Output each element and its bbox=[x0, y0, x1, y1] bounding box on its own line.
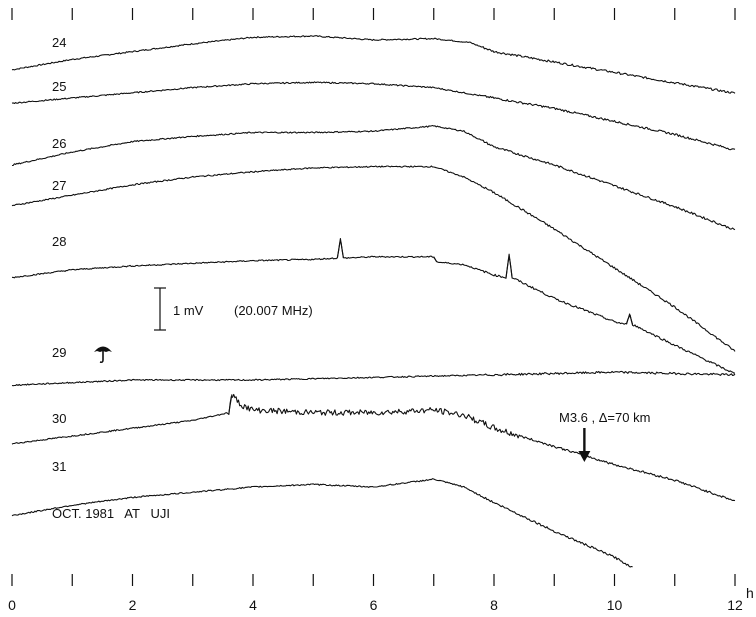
trace-27 bbox=[11, 165, 736, 352]
trace-label-25: 25 bbox=[52, 79, 66, 94]
trace-label-24: 24 bbox=[52, 35, 66, 50]
trace-label-31: 31 bbox=[52, 459, 66, 474]
scale-bar-frequency: (20.007 MHz) bbox=[234, 303, 313, 318]
trace-25 bbox=[11, 81, 736, 151]
x-tick-labels: 0 2 4 6 8 10 12 bbox=[8, 597, 743, 613]
x-tick-label-4: 8 bbox=[490, 597, 498, 613]
bottom-tick-marks bbox=[11, 574, 736, 586]
scale-bar-label: 1 mV bbox=[173, 303, 204, 318]
trace-26 bbox=[11, 124, 736, 231]
scale-bar: 1 mV (20.007 MHz) bbox=[154, 287, 313, 331]
trace-28 bbox=[11, 241, 735, 374]
traces bbox=[11, 35, 736, 568]
x-tick-label-1: 2 bbox=[129, 597, 137, 613]
trace-24 bbox=[11, 35, 736, 94]
trace-31 bbox=[11, 478, 633, 568]
trace-label-26: 26 bbox=[52, 136, 66, 151]
trace-29 bbox=[11, 370, 736, 387]
trace-label-27: 27 bbox=[52, 178, 66, 193]
x-tick-label-2: 4 bbox=[249, 597, 257, 613]
x-tick-label-0: 0 bbox=[8, 597, 16, 613]
trace-30 bbox=[11, 393, 736, 502]
x-tick-label-6: 12 bbox=[727, 597, 743, 613]
umbrella-icon bbox=[94, 346, 112, 364]
x-tick-label-5: 10 bbox=[607, 597, 623, 613]
caption: OCT. 1981 AT UJI bbox=[52, 506, 170, 521]
trace-labels: 24 25 26 27 28 29 30 31 bbox=[52, 35, 66, 474]
trace-label-28: 28 bbox=[52, 234, 66, 249]
trace-28-spikes bbox=[336, 238, 634, 325]
trace-30-spikes bbox=[228, 394, 233, 413]
top-tick-marks bbox=[11, 8, 736, 20]
earthquake-arrow-head bbox=[578, 451, 591, 462]
trace-label-29: 29 bbox=[52, 345, 66, 360]
x-tick-label-3: 6 bbox=[370, 597, 378, 613]
trace-label-30: 30 bbox=[52, 411, 66, 426]
earthquake-label: M3.6 , Δ=70 km bbox=[559, 410, 650, 425]
earthquake-annotation: M3.6 , Δ=70 km bbox=[559, 410, 650, 462]
x-unit-label: h bbox=[746, 585, 754, 601]
